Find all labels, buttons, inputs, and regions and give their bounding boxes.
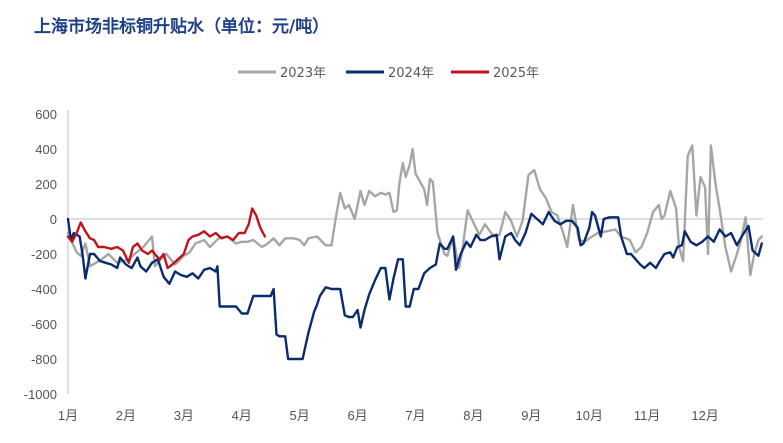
x-axis: 1月 2月 3月 4月 5月 6月 7月 8月 9月 10月 11月 12月: [58, 218, 763, 423]
series-line-1: [66, 144, 763, 277]
x-tick-label: 1月: [58, 408, 78, 423]
series-line-3: [66, 207, 267, 270]
y-tick-label: -600: [31, 317, 57, 332]
y-tick-label: 200: [35, 177, 57, 192]
y-tick-label: 0: [50, 212, 57, 227]
x-tick-label: 9月: [521, 408, 541, 423]
legend: 2023年 2024年 2025年: [238, 66, 539, 81]
legend-label-1: 2023年: [280, 66, 326, 81]
legend-label-2: 2024年: [388, 66, 434, 81]
x-tick-label: 4月: [232, 408, 252, 423]
y-tick-label: -800: [31, 352, 57, 367]
y-tick-label: -1000: [24, 387, 57, 402]
y-tick-label: -400: [31, 282, 57, 297]
y-tick-label: 600: [35, 107, 57, 122]
x-tick-label: 11月: [634, 408, 661, 423]
x-tick-label: 8月: [463, 408, 483, 423]
chart-title: 上海市场非标铜升贴水（单位：元/吨）: [34, 17, 330, 37]
legend-label-3: 2025年: [493, 66, 539, 81]
series-line-2: [66, 210, 763, 361]
x-tick-label: 7月: [405, 408, 425, 423]
x-tick-label: 6月: [347, 408, 367, 423]
x-tick-label: 12月: [691, 408, 718, 423]
x-tick-label: 2月: [116, 408, 136, 423]
y-axis: 600 400 200 0 -200 -400 -600 -800 -1000: [24, 107, 69, 402]
series-lines: [66, 144, 763, 361]
x-tick-label: 3月: [174, 408, 194, 423]
y-tick-label: 400: [35, 142, 57, 157]
x-tick-label: 5月: [290, 408, 310, 423]
y-tick-label: -200: [31, 247, 57, 262]
x-tick-label: 10月: [576, 408, 603, 423]
